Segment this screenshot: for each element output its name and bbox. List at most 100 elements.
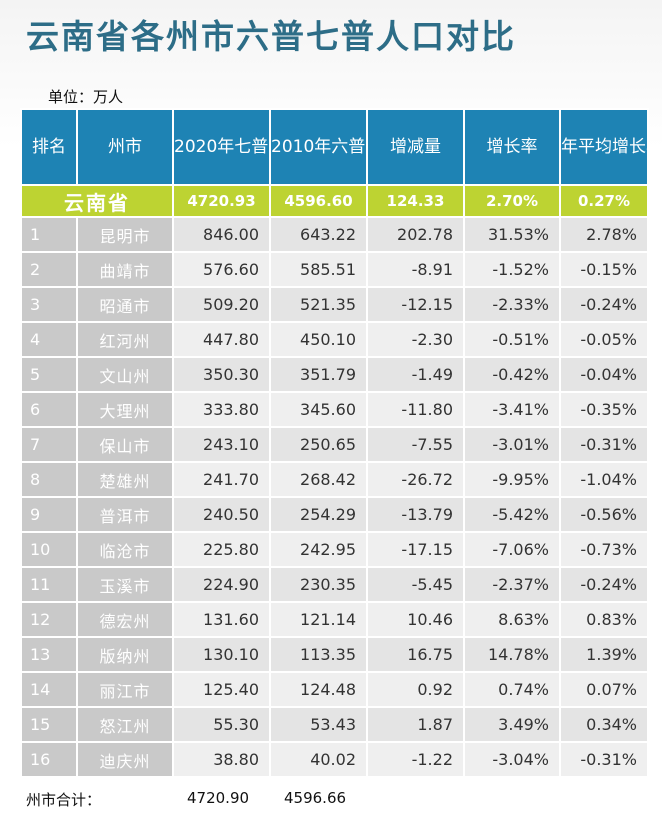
pop2010-cell: 450.10 xyxy=(269,321,368,358)
rank-cell: 14 xyxy=(20,671,78,708)
pop2010-cell: 40.02 xyxy=(269,741,368,778)
growth-cell: -3.41% xyxy=(463,391,561,428)
table-row: 13 版纳州 130.10 113.35 16.75 14.78% 1.39% xyxy=(20,636,649,673)
pop2020-cell: 509.20 xyxy=(172,286,271,323)
annual-cell: -0.15% xyxy=(559,251,649,288)
rank-cell: 2 xyxy=(20,251,78,288)
change-cell: 0.92 xyxy=(366,671,465,708)
rank-cell: 15 xyxy=(20,706,78,743)
table-row: 3 昭通市 509.20 521.35 -12.15 -2.33% -0.24% xyxy=(20,286,649,323)
annual-cell: 1.39% xyxy=(559,636,649,673)
rank-cell: 3 xyxy=(20,286,78,323)
annual-cell: -0.24% xyxy=(559,566,649,603)
pop2020-cell: 333.80 xyxy=(172,391,271,428)
growth-cell: -2.33% xyxy=(463,286,561,323)
pop2010-cell: 113.35 xyxy=(269,636,368,673)
city-cell: 怒江州 xyxy=(76,706,174,743)
rank-cell: 6 xyxy=(20,391,78,428)
annual-cell: -1.04% xyxy=(559,461,649,498)
change-cell: -26.72 xyxy=(366,461,465,498)
change-cell: -5.45 xyxy=(366,566,465,603)
table-row: 9 普洱市 240.50 254.29 -13.79 -5.42% -0.56% xyxy=(20,496,649,533)
province-change: 124.33 xyxy=(366,184,465,218)
province-row: 云南省 4720.93 4596.60 124.33 2.70% 0.27% xyxy=(20,184,649,218)
annual-cell: 0.34% xyxy=(559,706,649,743)
rank-cell: 10 xyxy=(20,531,78,568)
growth-cell: -9.95% xyxy=(463,461,561,498)
province-name: 云南省 xyxy=(20,184,174,218)
growth-cell: 31.53% xyxy=(463,216,561,253)
header-city: 州市 xyxy=(76,108,174,186)
unit-label: 单位：万人 xyxy=(48,88,124,106)
growth-cell: -0.42% xyxy=(463,356,561,393)
table-row: 1 昆明市 846.00 643.22 202.78 31.53% 2.78% xyxy=(20,216,649,253)
pop2020-cell: 131.60 xyxy=(172,601,271,638)
growth-cell: -2.37% xyxy=(463,566,561,603)
pop2010-cell: 124.48 xyxy=(269,671,368,708)
header-pop2010: 2010年六普常住人口 xyxy=(269,108,368,186)
city-cell: 德宏州 xyxy=(76,601,174,638)
pop2010-cell: 121.14 xyxy=(269,601,368,638)
city-cell: 保山市 xyxy=(76,426,174,463)
header-rank: 排名 xyxy=(20,108,78,186)
annual-cell: 2.78% xyxy=(559,216,649,253)
city-cell: 版纳州 xyxy=(76,636,174,673)
growth-cell: -1.52% xyxy=(463,251,561,288)
pop2010-cell: 268.42 xyxy=(269,461,368,498)
table-row: 8 楚雄州 241.70 268.42 -26.72 -9.95% -1.04% xyxy=(20,461,649,498)
growth-cell: -7.06% xyxy=(463,531,561,568)
rank-cell: 13 xyxy=(20,636,78,673)
annual-cell: -0.04% xyxy=(559,356,649,393)
pop2020-cell: 846.00 xyxy=(172,216,271,253)
table-row: 7 保山市 243.10 250.65 -7.55 -3.01% -0.31% xyxy=(20,426,649,463)
rank-cell: 16 xyxy=(20,741,78,778)
header-annual: 年平均增长率 xyxy=(559,108,649,186)
pop2010-cell: 242.95 xyxy=(269,531,368,568)
city-cell: 迪庆州 xyxy=(76,741,174,778)
pop2020-cell: 447.80 xyxy=(172,321,271,358)
rank-cell: 1 xyxy=(20,216,78,253)
annual-cell: -0.56% xyxy=(559,496,649,533)
growth-cell: 0.74% xyxy=(463,671,561,708)
growth-cell: -3.04% xyxy=(463,741,561,778)
pop2010-cell: 254.29 xyxy=(269,496,368,533)
city-cell: 红河州 xyxy=(76,321,174,358)
annual-cell: -0.24% xyxy=(559,286,649,323)
growth-cell: 3.49% xyxy=(463,706,561,743)
city-cell: 昭通市 xyxy=(76,286,174,323)
change-cell: 1.87 xyxy=(366,706,465,743)
change-cell: -1.49 xyxy=(366,356,465,393)
pop2020-cell: 225.80 xyxy=(172,531,271,568)
change-cell: -7.55 xyxy=(366,426,465,463)
table-row: 5 文山州 350.30 351.79 -1.49 -0.42% -0.04% xyxy=(20,356,649,393)
rank-cell: 5 xyxy=(20,356,78,393)
population-table: 排名 州市 2020年七普常住人口 2010年六普常住人口 增减量 增长率 年平… xyxy=(20,108,649,778)
pop2020-cell: 55.30 xyxy=(172,706,271,743)
rank-cell: 4 xyxy=(20,321,78,358)
table-row: 15 怒江州 55.30 53.43 1.87 3.49% 0.34% xyxy=(20,706,649,743)
city-cell: 丽江市 xyxy=(76,671,174,708)
total-pop2010: 4596.66 xyxy=(284,789,347,807)
table-row: 12 德宏州 131.60 121.14 10.46 8.63% 0.83% xyxy=(20,601,649,638)
header-change: 增减量 xyxy=(366,108,465,186)
change-cell: -17.15 xyxy=(366,531,465,568)
province-pop2010: 4596.60 xyxy=(269,184,368,218)
table-row: 16 迪庆州 38.80 40.02 -1.22 -3.04% -0.31% xyxy=(20,741,649,778)
city-cell: 昆明市 xyxy=(76,216,174,253)
city-cell: 楚雄州 xyxy=(76,461,174,498)
pop2020-cell: 350.30 xyxy=(172,356,271,393)
table-row: 14 丽江市 125.40 124.48 0.92 0.74% 0.07% xyxy=(20,671,649,708)
change-cell: -12.15 xyxy=(366,286,465,323)
total-pop2020: 4720.90 xyxy=(187,789,250,807)
change-cell: -1.22 xyxy=(366,741,465,778)
province-growth: 2.70% xyxy=(463,184,561,218)
province-annual: 0.27% xyxy=(559,184,649,218)
pop2020-cell: 224.90 xyxy=(172,566,271,603)
rank-cell: 8 xyxy=(20,461,78,498)
growth-cell: -3.01% xyxy=(463,426,561,463)
pop2020-cell: 241.70 xyxy=(172,461,271,498)
pop2010-cell: 643.22 xyxy=(269,216,368,253)
annual-cell: -0.31% xyxy=(559,426,649,463)
table-header-row: 排名 州市 2020年七普常住人口 2010年六普常住人口 增减量 增长率 年平… xyxy=(20,108,649,186)
change-cell: -2.30 xyxy=(366,321,465,358)
